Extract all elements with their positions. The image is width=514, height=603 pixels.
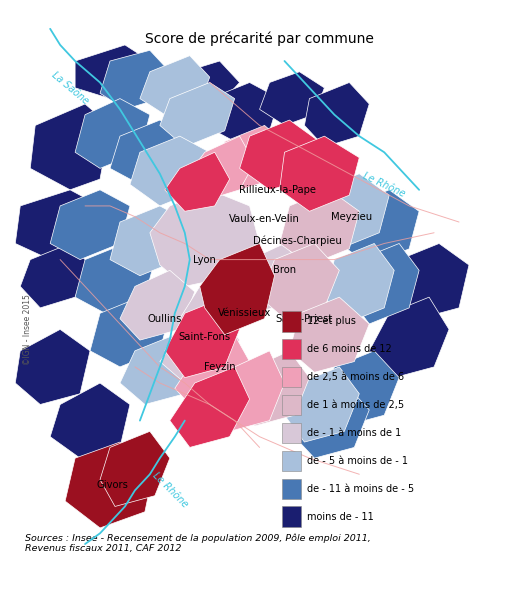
Text: Saint-Fons: Saint-Fons bbox=[179, 332, 231, 343]
Bar bbox=[282, 311, 301, 332]
Text: Décines-Charpieu: Décines-Charpieu bbox=[252, 236, 341, 246]
Polygon shape bbox=[324, 244, 394, 324]
Polygon shape bbox=[110, 120, 190, 185]
Text: de 2,5 à moins de 6: de 2,5 à moins de 6 bbox=[307, 372, 404, 382]
Polygon shape bbox=[200, 244, 274, 335]
Polygon shape bbox=[185, 61, 240, 104]
Polygon shape bbox=[150, 190, 260, 286]
Polygon shape bbox=[170, 367, 250, 447]
Text: Meyzieu: Meyzieu bbox=[331, 212, 372, 222]
Polygon shape bbox=[100, 50, 170, 109]
Polygon shape bbox=[205, 83, 280, 142]
Polygon shape bbox=[319, 351, 399, 426]
Polygon shape bbox=[369, 297, 449, 377]
Bar bbox=[282, 395, 301, 415]
Bar bbox=[282, 479, 301, 499]
Text: Givors: Givors bbox=[97, 480, 128, 490]
Polygon shape bbox=[350, 244, 419, 324]
Polygon shape bbox=[309, 174, 389, 249]
Polygon shape bbox=[234, 351, 309, 426]
Text: Feyzin: Feyzin bbox=[204, 362, 235, 372]
Polygon shape bbox=[30, 104, 110, 190]
Polygon shape bbox=[75, 98, 150, 168]
Text: La Saône: La Saône bbox=[50, 69, 90, 106]
Text: Le Rhône: Le Rhône bbox=[361, 170, 407, 198]
Polygon shape bbox=[75, 45, 150, 98]
Text: Lyon: Lyon bbox=[193, 254, 216, 265]
Text: Score de précarité par commune: Score de précarité par commune bbox=[145, 31, 374, 46]
Polygon shape bbox=[304, 83, 369, 147]
Text: 12 et plus: 12 et plus bbox=[307, 317, 356, 326]
Polygon shape bbox=[165, 297, 240, 377]
Bar bbox=[282, 423, 301, 443]
Polygon shape bbox=[15, 190, 100, 260]
Polygon shape bbox=[234, 244, 304, 314]
Polygon shape bbox=[339, 190, 419, 265]
Polygon shape bbox=[65, 442, 155, 528]
Polygon shape bbox=[285, 367, 359, 442]
Text: Vénissieux: Vénissieux bbox=[218, 308, 271, 318]
Polygon shape bbox=[240, 120, 319, 190]
Bar bbox=[282, 507, 301, 527]
Polygon shape bbox=[389, 244, 469, 318]
Polygon shape bbox=[20, 244, 90, 308]
Text: Sources : Insee - Recensement de la population 2009, Pôle emploi 2011,
Revenus f: Sources : Insee - Recensement de la popu… bbox=[25, 533, 371, 553]
Polygon shape bbox=[175, 335, 250, 410]
Polygon shape bbox=[15, 329, 90, 405]
Text: ©IGN - Insee 2015: ©IGN - Insee 2015 bbox=[23, 294, 32, 365]
Text: Rillieux-la-Pape: Rillieux-la-Pape bbox=[238, 185, 316, 195]
Polygon shape bbox=[120, 270, 195, 340]
Text: de - 1 à moins de 1: de - 1 à moins de 1 bbox=[307, 428, 401, 438]
Polygon shape bbox=[75, 244, 155, 314]
Text: Vaulx-en-Velin: Vaulx-en-Velin bbox=[229, 214, 300, 224]
Bar bbox=[282, 367, 301, 387]
Polygon shape bbox=[110, 206, 190, 276]
Polygon shape bbox=[160, 83, 234, 147]
Polygon shape bbox=[90, 297, 170, 367]
Polygon shape bbox=[215, 351, 285, 431]
Text: de 1 à moins de 2,5: de 1 à moins de 2,5 bbox=[307, 400, 404, 410]
Polygon shape bbox=[130, 136, 210, 206]
Polygon shape bbox=[100, 431, 170, 507]
Text: de - 11 à moins de - 5: de - 11 à moins de - 5 bbox=[307, 484, 414, 494]
Polygon shape bbox=[160, 314, 240, 383]
Polygon shape bbox=[50, 190, 130, 260]
Bar bbox=[282, 339, 301, 359]
Text: Bron: Bron bbox=[273, 265, 296, 276]
Polygon shape bbox=[215, 125, 289, 190]
Text: de 6 moins de 12: de 6 moins de 12 bbox=[307, 344, 392, 354]
Polygon shape bbox=[295, 388, 369, 458]
Polygon shape bbox=[165, 153, 230, 211]
Text: moins de - 11: moins de - 11 bbox=[307, 512, 374, 522]
Polygon shape bbox=[280, 136, 359, 211]
Polygon shape bbox=[280, 190, 359, 265]
Polygon shape bbox=[260, 244, 339, 318]
Polygon shape bbox=[260, 72, 324, 125]
Bar bbox=[282, 450, 301, 471]
Polygon shape bbox=[180, 276, 250, 346]
Polygon shape bbox=[120, 335, 200, 405]
Polygon shape bbox=[185, 136, 254, 201]
Polygon shape bbox=[50, 383, 130, 458]
Text: de - 5 à moins de - 1: de - 5 à moins de - 1 bbox=[307, 456, 408, 466]
Text: Saint-Priest: Saint-Priest bbox=[276, 314, 333, 324]
Polygon shape bbox=[289, 297, 369, 372]
Polygon shape bbox=[140, 55, 210, 115]
Text: Oullins: Oullins bbox=[148, 314, 182, 324]
Text: Le Rhône: Le Rhône bbox=[150, 471, 190, 510]
